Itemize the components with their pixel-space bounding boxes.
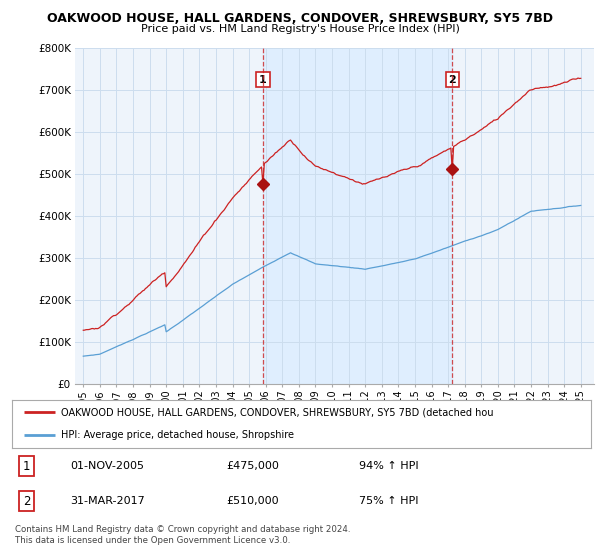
- Text: 94% ↑ HPI: 94% ↑ HPI: [359, 461, 419, 471]
- Text: Contains HM Land Registry data © Crown copyright and database right 2024.
This d: Contains HM Land Registry data © Crown c…: [15, 525, 350, 545]
- Text: £510,000: £510,000: [226, 496, 279, 506]
- Text: 1: 1: [23, 460, 30, 473]
- Bar: [263, 48, 452, 384]
- Text: 75% ↑ HPI: 75% ↑ HPI: [359, 496, 419, 506]
- Text: 2: 2: [448, 74, 456, 85]
- Text: 1: 1: [259, 74, 267, 85]
- Text: 2: 2: [23, 494, 30, 508]
- Text: OAKWOOD HOUSE, HALL GARDENS, CONDOVER, SHREWSBURY, SY5 7BD: OAKWOOD HOUSE, HALL GARDENS, CONDOVER, S…: [47, 12, 553, 25]
- Text: 31-MAR-2017: 31-MAR-2017: [70, 496, 145, 506]
- Text: OAKWOOD HOUSE, HALL GARDENS, CONDOVER, SHREWSBURY, SY5 7BD (detached hou: OAKWOOD HOUSE, HALL GARDENS, CONDOVER, S…: [61, 407, 494, 417]
- Text: 01-NOV-2005: 01-NOV-2005: [70, 461, 144, 471]
- Text: £475,000: £475,000: [226, 461, 279, 471]
- Text: Price paid vs. HM Land Registry's House Price Index (HPI): Price paid vs. HM Land Registry's House …: [140, 24, 460, 34]
- Text: HPI: Average price, detached house, Shropshire: HPI: Average price, detached house, Shro…: [61, 430, 294, 440]
